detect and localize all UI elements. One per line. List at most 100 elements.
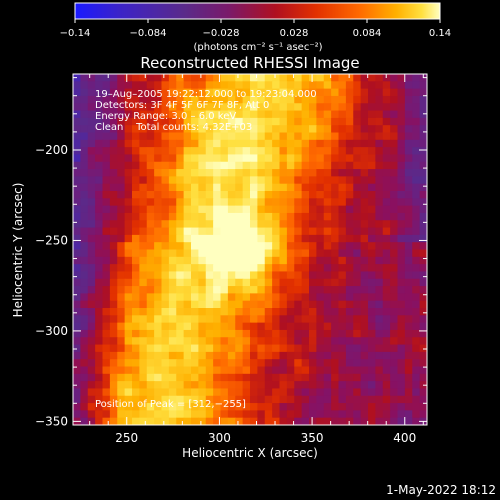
heatmap-pixel	[139, 256, 148, 265]
heatmap-pixel	[279, 103, 288, 112]
heatmap-pixel	[95, 373, 104, 382]
heatmap-pixel	[205, 344, 214, 353]
heatmap-pixel	[161, 417, 170, 425]
heatmap-pixel	[95, 242, 104, 251]
heatmap-pixel	[132, 417, 140, 425]
heatmap-pixel	[345, 205, 354, 214]
heatmap-pixel	[183, 300, 192, 309]
heatmap-pixel	[382, 198, 391, 207]
colorbar-tick-label: 0.14	[429, 28, 451, 39]
heatmap-pixel	[353, 234, 362, 243]
annotation-energy-range: Energy Range: 3.0 – 6.0 keV	[95, 111, 236, 122]
heatmap-pixel	[124, 381, 133, 390]
heatmap-pixel	[161, 337, 170, 346]
heatmap-pixel	[109, 205, 118, 214]
heatmap-pixel	[95, 403, 104, 411]
heatmap-pixel	[124, 315, 133, 324]
heatmap-pixel	[168, 381, 177, 390]
heatmap-pixel	[257, 410, 266, 419]
heatmap-pixel	[220, 117, 229, 126]
heatmap-pixel	[132, 147, 140, 156]
heatmap-pixel	[220, 256, 229, 265]
heatmap-pixel	[109, 271, 118, 280]
heatmap-pixel	[87, 234, 96, 243]
heatmap-pixel	[183, 278, 192, 287]
heatmap-pixel	[87, 81, 96, 90]
heatmap-pixel	[117, 139, 126, 148]
heatmap-pixel	[353, 344, 362, 353]
heatmap-pixel	[80, 315, 89, 324]
heatmap-pixel	[95, 300, 104, 309]
heatmap-pixel	[345, 191, 354, 199]
heatmap-pixel	[139, 125, 148, 134]
heatmap-pixel	[294, 125, 303, 134]
heatmap-pixel	[309, 88, 317, 97]
heatmap-pixel	[176, 410, 185, 419]
heatmap-pixel	[168, 147, 177, 156]
heatmap-pixel	[139, 234, 148, 243]
heatmap-pixel	[309, 337, 317, 346]
heatmap-pixel	[198, 234, 207, 243]
heatmap-pixel	[124, 329, 133, 338]
heatmap-pixel	[242, 242, 251, 251]
heatmap-pixel	[87, 381, 96, 390]
heatmap-pixel	[382, 154, 391, 163]
heatmap-pixel	[102, 110, 111, 119]
heatmap-pixel	[213, 169, 222, 177]
heatmap-pixel	[338, 205, 347, 214]
heatmap-pixel	[353, 74, 362, 82]
heatmap-pixel	[331, 117, 340, 126]
heatmap-pixel	[213, 344, 222, 353]
heatmap-pixel	[279, 234, 288, 243]
heatmap-pixel	[390, 227, 399, 236]
heatmap-pixel	[87, 139, 96, 148]
heatmap-pixel	[124, 344, 133, 353]
heatmap-pixel	[250, 125, 258, 134]
heatmap-pixel	[80, 242, 89, 251]
heatmap-pixel	[382, 220, 391, 229]
heatmap-pixel	[404, 344, 413, 353]
heatmap-pixel	[154, 212, 163, 221]
heatmap-pixel	[309, 161, 317, 170]
x-axis-label: Heliocentric X (arcsec)	[182, 446, 318, 460]
heatmap-pixel	[117, 88, 126, 97]
heatmap-pixel	[286, 249, 295, 258]
heatmap-pixel	[191, 403, 199, 411]
heatmap-pixel	[294, 359, 303, 368]
heatmap-pixel	[146, 403, 155, 411]
heatmap-pixel	[235, 329, 244, 338]
heatmap-pixel	[191, 337, 199, 346]
heatmap-pixel	[279, 264, 288, 273]
heatmap-pixel	[390, 315, 399, 324]
heatmap-pixel	[382, 242, 391, 251]
heatmap-pixel	[345, 417, 354, 425]
heatmap-pixel	[73, 403, 81, 411]
heatmap-pixel	[345, 88, 354, 97]
heatmap-pixel	[286, 388, 295, 397]
heatmap-pixel	[87, 117, 96, 126]
heatmap-pixel	[198, 322, 207, 331]
heatmap-pixel	[353, 176, 362, 185]
heatmap-pixel	[227, 249, 236, 258]
heatmap-pixel	[368, 344, 376, 353]
heatmap-pixel	[102, 74, 111, 82]
heatmap-pixel	[95, 176, 104, 185]
heatmap-pixel	[220, 205, 229, 214]
heatmap-pixel	[272, 234, 281, 243]
heatmap-pixel	[213, 242, 222, 251]
heatmap-pixel	[242, 359, 251, 368]
heatmap-pixel	[250, 315, 258, 324]
heatmap-pixel	[419, 220, 427, 229]
heatmap-pixel	[146, 205, 155, 214]
heatmap-pixel	[161, 212, 170, 221]
heatmap-pixel	[198, 300, 207, 309]
heatmap-pixel	[183, 373, 192, 382]
heatmap-pixel	[316, 74, 325, 82]
heatmap-pixel	[360, 169, 369, 177]
heatmap-pixel	[286, 227, 295, 236]
heatmap-pixel	[353, 191, 362, 199]
heatmap-pixel	[345, 234, 354, 243]
heatmap-pixel	[360, 205, 369, 214]
heatmap-pixel	[286, 264, 295, 273]
heatmap-pixel	[213, 249, 222, 258]
